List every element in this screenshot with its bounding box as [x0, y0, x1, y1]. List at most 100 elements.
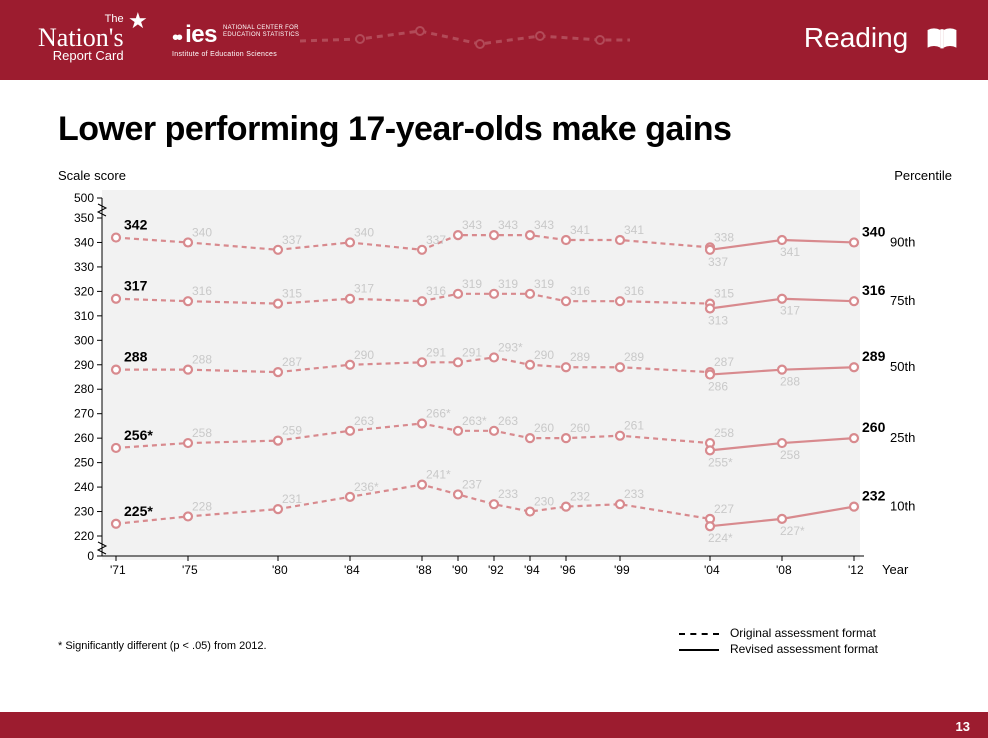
svg-text:337: 337	[426, 233, 446, 247]
svg-text:317: 317	[124, 278, 148, 294]
svg-text:'04: '04	[704, 563, 720, 577]
svg-text:225*: 225*	[124, 503, 153, 519]
svg-text:270: 270	[74, 407, 94, 421]
svg-text:236*: 236*	[354, 480, 379, 494]
svg-text:310: 310	[74, 309, 94, 323]
svg-text:261: 261	[624, 419, 644, 433]
svg-text:315: 315	[714, 287, 734, 301]
svg-text:289: 289	[624, 350, 644, 364]
svg-text:500: 500	[74, 191, 94, 205]
svg-text:342: 342	[124, 217, 148, 233]
svg-text:258: 258	[780, 448, 800, 462]
svg-text:227*: 227*	[780, 524, 805, 538]
svg-text:237: 237	[462, 477, 482, 491]
percentile-title: Percentile	[894, 168, 952, 183]
legend-revised: Revised assessment format	[679, 641, 878, 657]
chart-svg: 500 350 340 330 320 310 300 290 280 270 260 250 240 2…	[58, 190, 930, 620]
svg-text:263: 263	[498, 414, 518, 428]
svg-text:291: 291	[426, 345, 446, 359]
legend-dash-icon	[679, 633, 719, 635]
svg-text:288: 288	[192, 353, 212, 367]
chart: 500 350 340 330 320 310 300 290 280 270 260 250 240 2…	[58, 190, 930, 620]
svg-text:50th: 50th	[890, 359, 915, 374]
slide-title: Lower performing 17-year-olds make gains	[58, 110, 731, 149]
svg-text:0: 0	[87, 549, 94, 563]
svg-text:340: 340	[192, 225, 212, 239]
svg-text:263*: 263*	[462, 414, 487, 428]
svg-text:258: 258	[192, 426, 212, 440]
svg-text:287: 287	[282, 355, 302, 369]
svg-text:'75: '75	[182, 563, 198, 577]
svg-text:316: 316	[624, 284, 644, 298]
ies-sub: Institute of Education Sciences	[172, 51, 299, 59]
legend: Original assessment format Revised asses…	[679, 625, 878, 657]
svg-text:240: 240	[74, 480, 94, 494]
svg-text:228: 228	[192, 499, 212, 513]
svg-text:263: 263	[354, 414, 374, 428]
ies-dots-icon: ••	[172, 27, 180, 49]
svg-text:330: 330	[74, 260, 94, 274]
svg-text:'08: '08	[776, 563, 792, 577]
svg-text:'96: '96	[560, 563, 576, 577]
page-number: 13	[956, 719, 970, 734]
svg-text:256*: 256*	[124, 427, 153, 443]
svg-text:'92: '92	[488, 563, 504, 577]
ies-lines: NATIONAL CENTER FOR EDUCATION STATISTICS	[223, 25, 299, 38]
svg-text:'71: '71	[110, 563, 126, 577]
svg-text:289: 289	[862, 348, 886, 364]
svg-text:'80: '80	[272, 563, 288, 577]
svg-text:289: 289	[570, 350, 590, 364]
svg-text:286: 286	[708, 380, 728, 394]
svg-text:316: 316	[862, 282, 886, 298]
svg-text:260: 260	[534, 421, 554, 435]
svg-text:280: 280	[74, 382, 94, 396]
svg-text:'12: '12	[848, 563, 864, 577]
svg-text:90th: 90th	[890, 234, 915, 249]
svg-text:255*: 255*	[708, 455, 733, 469]
subject-heading: Reading	[804, 22, 958, 57]
svg-text:319: 319	[534, 277, 554, 291]
svg-text:250: 250	[74, 456, 94, 470]
svg-text:288: 288	[780, 375, 800, 389]
svg-text:232: 232	[570, 490, 590, 504]
svg-text:227: 227	[714, 502, 734, 516]
svg-text:340: 340	[74, 235, 94, 249]
svg-text:220: 220	[74, 529, 94, 543]
footnote: * Significantly different (p < .05) from…	[58, 640, 267, 652]
svg-text:290: 290	[534, 348, 554, 362]
svg-text:300: 300	[74, 333, 94, 347]
legend-solid-icon	[679, 649, 719, 651]
legend-original: Original assessment format	[679, 625, 878, 641]
slide-body: Lower performing 17-year-olds make gains…	[0, 80, 988, 712]
book-icon	[926, 25, 958, 57]
svg-text:'84: '84	[344, 563, 360, 577]
svg-text:350: 350	[74, 211, 94, 225]
svg-text:291: 291	[462, 345, 482, 359]
svg-text:241*: 241*	[426, 468, 451, 482]
svg-text:290: 290	[354, 348, 374, 362]
svg-text:343: 343	[462, 218, 482, 232]
svg-text:266*: 266*	[426, 406, 451, 420]
svg-text:287: 287	[714, 355, 734, 369]
ies-big: ies	[185, 21, 217, 48]
svg-text:316: 316	[192, 284, 212, 298]
svg-text:75th: 75th	[890, 293, 915, 308]
svg-text:317: 317	[354, 282, 374, 296]
header-trend-icon	[300, 26, 660, 56]
svg-text:320: 320	[74, 284, 94, 298]
ies-logo: •• ies NATIONAL CENTER FOR EDUCATION STA…	[172, 22, 299, 59]
svg-text:260: 260	[862, 419, 886, 435]
svg-text:288: 288	[124, 349, 148, 365]
svg-text:340: 340	[862, 223, 886, 239]
svg-text:337: 337	[708, 255, 728, 269]
svg-text:316: 316	[570, 284, 590, 298]
svg-text:'88: '88	[416, 563, 432, 577]
svg-text:316: 316	[426, 284, 446, 298]
svg-text:224*: 224*	[708, 531, 733, 545]
svg-text:233: 233	[498, 487, 518, 501]
svg-text:260: 260	[570, 421, 590, 435]
y-axis-title: Scale score	[58, 168, 126, 183]
svg-text:315: 315	[282, 287, 302, 301]
header-bar: The Nation's Report Card ★ •• ies NATION…	[0, 0, 988, 80]
svg-text:341: 341	[624, 223, 644, 237]
